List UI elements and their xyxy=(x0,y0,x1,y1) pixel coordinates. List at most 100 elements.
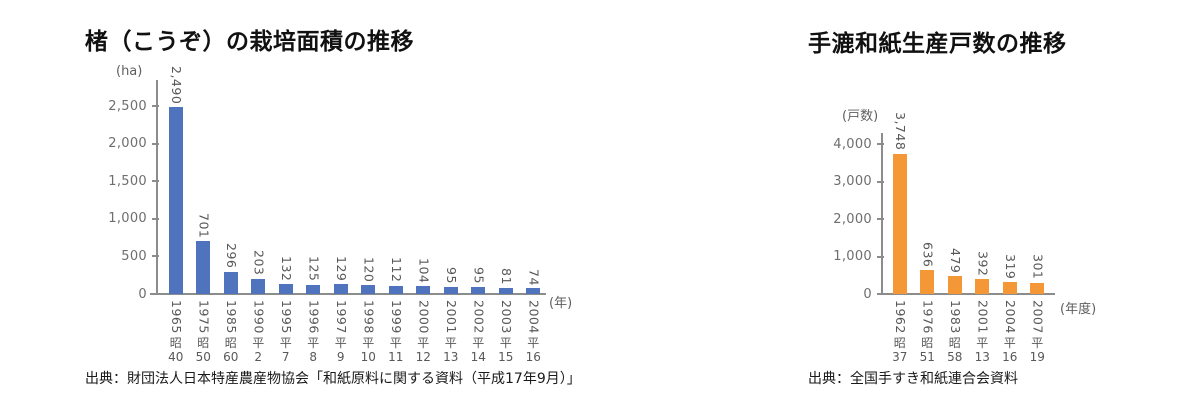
y-axis-unit-label: (ha) xyxy=(116,64,143,79)
y-tick-label: 4,000 xyxy=(833,136,872,152)
bar-column: 74 xyxy=(520,106,548,294)
x-year-label: 2003 xyxy=(499,300,514,334)
source-note: 出典：全国手すき和紙連合会資料 xyxy=(808,371,1018,387)
x-year-label: 2007 xyxy=(1030,300,1046,334)
bar xyxy=(443,286,458,294)
bar xyxy=(361,285,376,294)
x-axis-label: 2004 平 16 xyxy=(520,300,548,364)
y-tick-mark xyxy=(152,180,159,183)
bar-value-label: 319 xyxy=(1003,253,1018,279)
x-year-label: 1962 xyxy=(893,300,908,334)
y-tick-label: 2,000 xyxy=(108,136,147,152)
y-axis-tick: 500 xyxy=(97,248,159,264)
x-year-label: 1998 xyxy=(361,300,377,334)
bar xyxy=(498,287,513,294)
x-axis-unit-label: (年) xyxy=(549,296,573,311)
bar-column: 132 xyxy=(272,106,300,294)
bar-column: 2,490 xyxy=(162,66,190,294)
x-year-label: 1965 xyxy=(169,300,184,334)
bar xyxy=(223,271,238,294)
x-era-label: 平 16 xyxy=(1002,335,1018,364)
bar-value-label: 104 xyxy=(416,257,432,284)
bar xyxy=(196,241,211,294)
bar-value-label: 95 xyxy=(444,267,459,284)
bar xyxy=(892,153,907,294)
bar-value-label: 301 xyxy=(1030,254,1046,280)
y-tick-label: 1,500 xyxy=(108,173,147,189)
bar-column: 125 xyxy=(300,106,328,294)
x-axis-unit-label: (年度) xyxy=(1060,302,1097,317)
x-year-label: 1985 xyxy=(224,300,239,334)
x-era-label: 昭 51 xyxy=(919,335,935,364)
x-era-label: 平 14 xyxy=(470,335,486,364)
x-axis-label: 2001 平 13 xyxy=(969,300,997,364)
x-year-label: 2002 xyxy=(471,300,487,334)
x-year-label: 1983 xyxy=(948,300,963,334)
bar-column: 129 xyxy=(327,106,355,294)
x-axis-label: 2004 平 16 xyxy=(996,300,1024,364)
y-tick-label: 2,500 xyxy=(108,98,147,114)
bar-value-label: 701 xyxy=(196,212,212,239)
bar-value-label: 74 xyxy=(526,268,542,286)
x-year-label: 1996 xyxy=(306,300,322,334)
bar-column: 701 xyxy=(190,106,218,294)
x-era-label: 平 19 xyxy=(1029,335,1045,364)
bar xyxy=(306,284,321,294)
bar xyxy=(1030,282,1045,294)
x-axis-label: 1962 昭 37 xyxy=(886,300,914,364)
x-year-label: 1999 xyxy=(389,300,404,334)
bar-column: 319 xyxy=(996,144,1024,294)
bar xyxy=(920,270,935,294)
bar-value-label: 2,490 xyxy=(169,65,184,104)
bar xyxy=(278,284,293,294)
bar xyxy=(168,106,183,294)
bar-value-label: 392 xyxy=(975,250,991,277)
y-axis-tick: 1,500 xyxy=(97,173,159,189)
x-axis-label: 2007 平 19 xyxy=(1024,300,1052,364)
x-year-label: 1975 xyxy=(196,300,212,334)
y-tick-label: 1,000 xyxy=(833,249,872,264)
bar xyxy=(947,276,962,294)
bar-value-label: 636 xyxy=(920,241,936,268)
bar-value-label: 3,748 xyxy=(893,112,908,151)
y-tick-label: 1,000 xyxy=(108,211,147,227)
x-era-label: 平 13 xyxy=(443,335,459,364)
x-year-label: 2001 xyxy=(444,300,459,334)
x-era-label: 昭 58 xyxy=(947,335,963,364)
bar-value-label: 120 xyxy=(361,256,377,282)
x-axis-label: 1975 昭 50 xyxy=(190,300,218,364)
x-axis-label: 2003 平 15 xyxy=(492,300,520,364)
x-axis-label: 2000 平 12 xyxy=(410,300,438,364)
bar-value-label: 129 xyxy=(334,255,349,282)
x-era-label: 平 12 xyxy=(415,335,431,364)
bar-series: 2,490 701 296 203 132 125 129 120 112 104 95 95 81 74 xyxy=(162,66,548,294)
x-axis-label: 1976 昭 51 xyxy=(914,300,942,364)
bar-value-label: 112 xyxy=(389,257,404,283)
x-axis-line xyxy=(150,293,546,295)
bar xyxy=(1002,282,1017,294)
x-axis-line xyxy=(879,293,1055,295)
y-tick-label: 500 xyxy=(121,248,147,264)
y-axis-unit-label: (戸数) xyxy=(842,109,879,124)
y-axis-tick: 2,500 xyxy=(97,98,159,114)
bar xyxy=(416,286,431,294)
bar-value-label: 125 xyxy=(306,256,322,282)
x-era-label: 平 15 xyxy=(498,335,514,364)
y-axis-line xyxy=(881,133,883,294)
y-tick-mark xyxy=(877,218,884,220)
y-axis-tick: 4,000 xyxy=(822,136,884,152)
bar-column: 112 xyxy=(382,106,410,294)
x-axis-label: 1983 昭 58 xyxy=(941,300,969,364)
x-axis-labels: 1962 昭 37 1976 昭 51 1983 昭 58 2001 平 13 2004 平 16 2007 平… xyxy=(886,300,1051,364)
x-year-label: 2004 xyxy=(1003,300,1018,334)
y-axis-tick: 0 xyxy=(822,286,884,302)
y-axis-tick: 2,000 xyxy=(97,136,159,152)
x-axis-label: 1996 平 8 xyxy=(300,300,328,364)
y-axis-tick: 2,000 xyxy=(822,211,884,227)
bar-column: 104 xyxy=(410,106,438,294)
bar-column: 296 xyxy=(217,106,245,294)
